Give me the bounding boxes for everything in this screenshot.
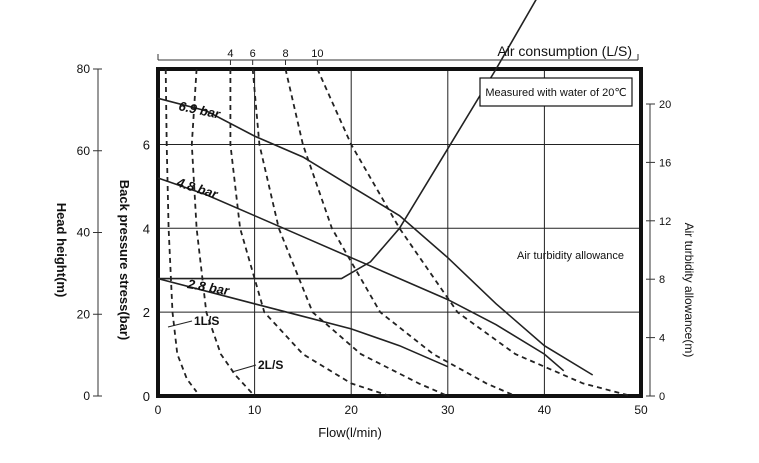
air-consumption-tick-label: 4 [227,48,233,60]
label-2-8-bar: 2.8 bar [185,276,231,298]
air-consumption-curve-1LS [164,68,198,393]
air-turbidity-curve [158,0,537,280]
back-pressure-tick-label: 4 [143,221,150,236]
label-2ls: 2L/S [258,358,283,372]
air-consumption-curve-8 [284,68,516,397]
back-pressure-tick-label: 6 [143,137,150,152]
top-axis-title: Air consumption (L/S) [497,43,632,59]
air-consumption-tick-label: 6 [250,48,256,60]
note-box [479,77,633,107]
label-1ls: 1L/S [194,314,219,328]
x-tick-label: 50 [634,403,648,417]
note-text: Measured with water of 20℃ [485,87,626,99]
label-air-turbidity: Air turbidity allowance [517,250,624,262]
pressure-curve-48 [157,177,565,372]
head-height-tick-label: 80 [77,62,91,76]
plot-frame [156,67,643,398]
air-consumption-curve-2LS [190,68,256,397]
x-tick-label: 30 [441,403,455,417]
air-consumption-tick-label: 10 [311,48,323,60]
air-consumption-tick-label: 8 [282,48,288,60]
air-turbidity-tick-label: 4 [659,333,665,345]
head-height-tick-label: 20 [77,307,91,321]
air-turbidity-tick-label: 8 [659,274,665,286]
x-tick-label: 20 [345,403,359,417]
back-pressure-tick-label: 0 [143,389,150,404]
head-height-axis-title: Head height(m) [54,203,69,298]
x-tick-label: 40 [538,403,552,417]
air-turbidity-tick-label: 20 [659,99,671,111]
air-turbidity-tick-label: 12 [659,216,671,228]
air-turbidity-axis-title: Air turbidity allowance(m) [682,223,696,358]
head-height-tick-label: 60 [77,144,91,158]
air-turbidity-tick-label: 0 [659,391,665,403]
back-pressure-axis-title: Back pressure stress(bar) [117,180,132,340]
back-pressure-tick-label: 2 [143,305,150,320]
x-axis-title: Flow(l/min) [318,425,382,440]
head-height-tick-label: 0 [83,389,90,403]
label-6-9-bar: 6.9 bar [177,98,222,122]
air-consumption-curve-4 [229,69,391,397]
curves [157,0,632,397]
pressure-curve-28 [157,277,449,368]
air-consumption-curve-6 [251,68,449,397]
label-1ls-leader [167,320,193,328]
x-tick-label: 0 [155,403,162,417]
head-height-tick-label: 40 [77,226,91,240]
label-4-8-bar: 4.8 bar [174,174,220,202]
air-turbidity-tick-label: 16 [659,157,671,169]
air-consumption-curve-10 [316,68,632,397]
x-tick-label: 10 [248,403,262,417]
label-2ls-leader [231,364,257,373]
pressure-curve-69 [157,97,594,376]
